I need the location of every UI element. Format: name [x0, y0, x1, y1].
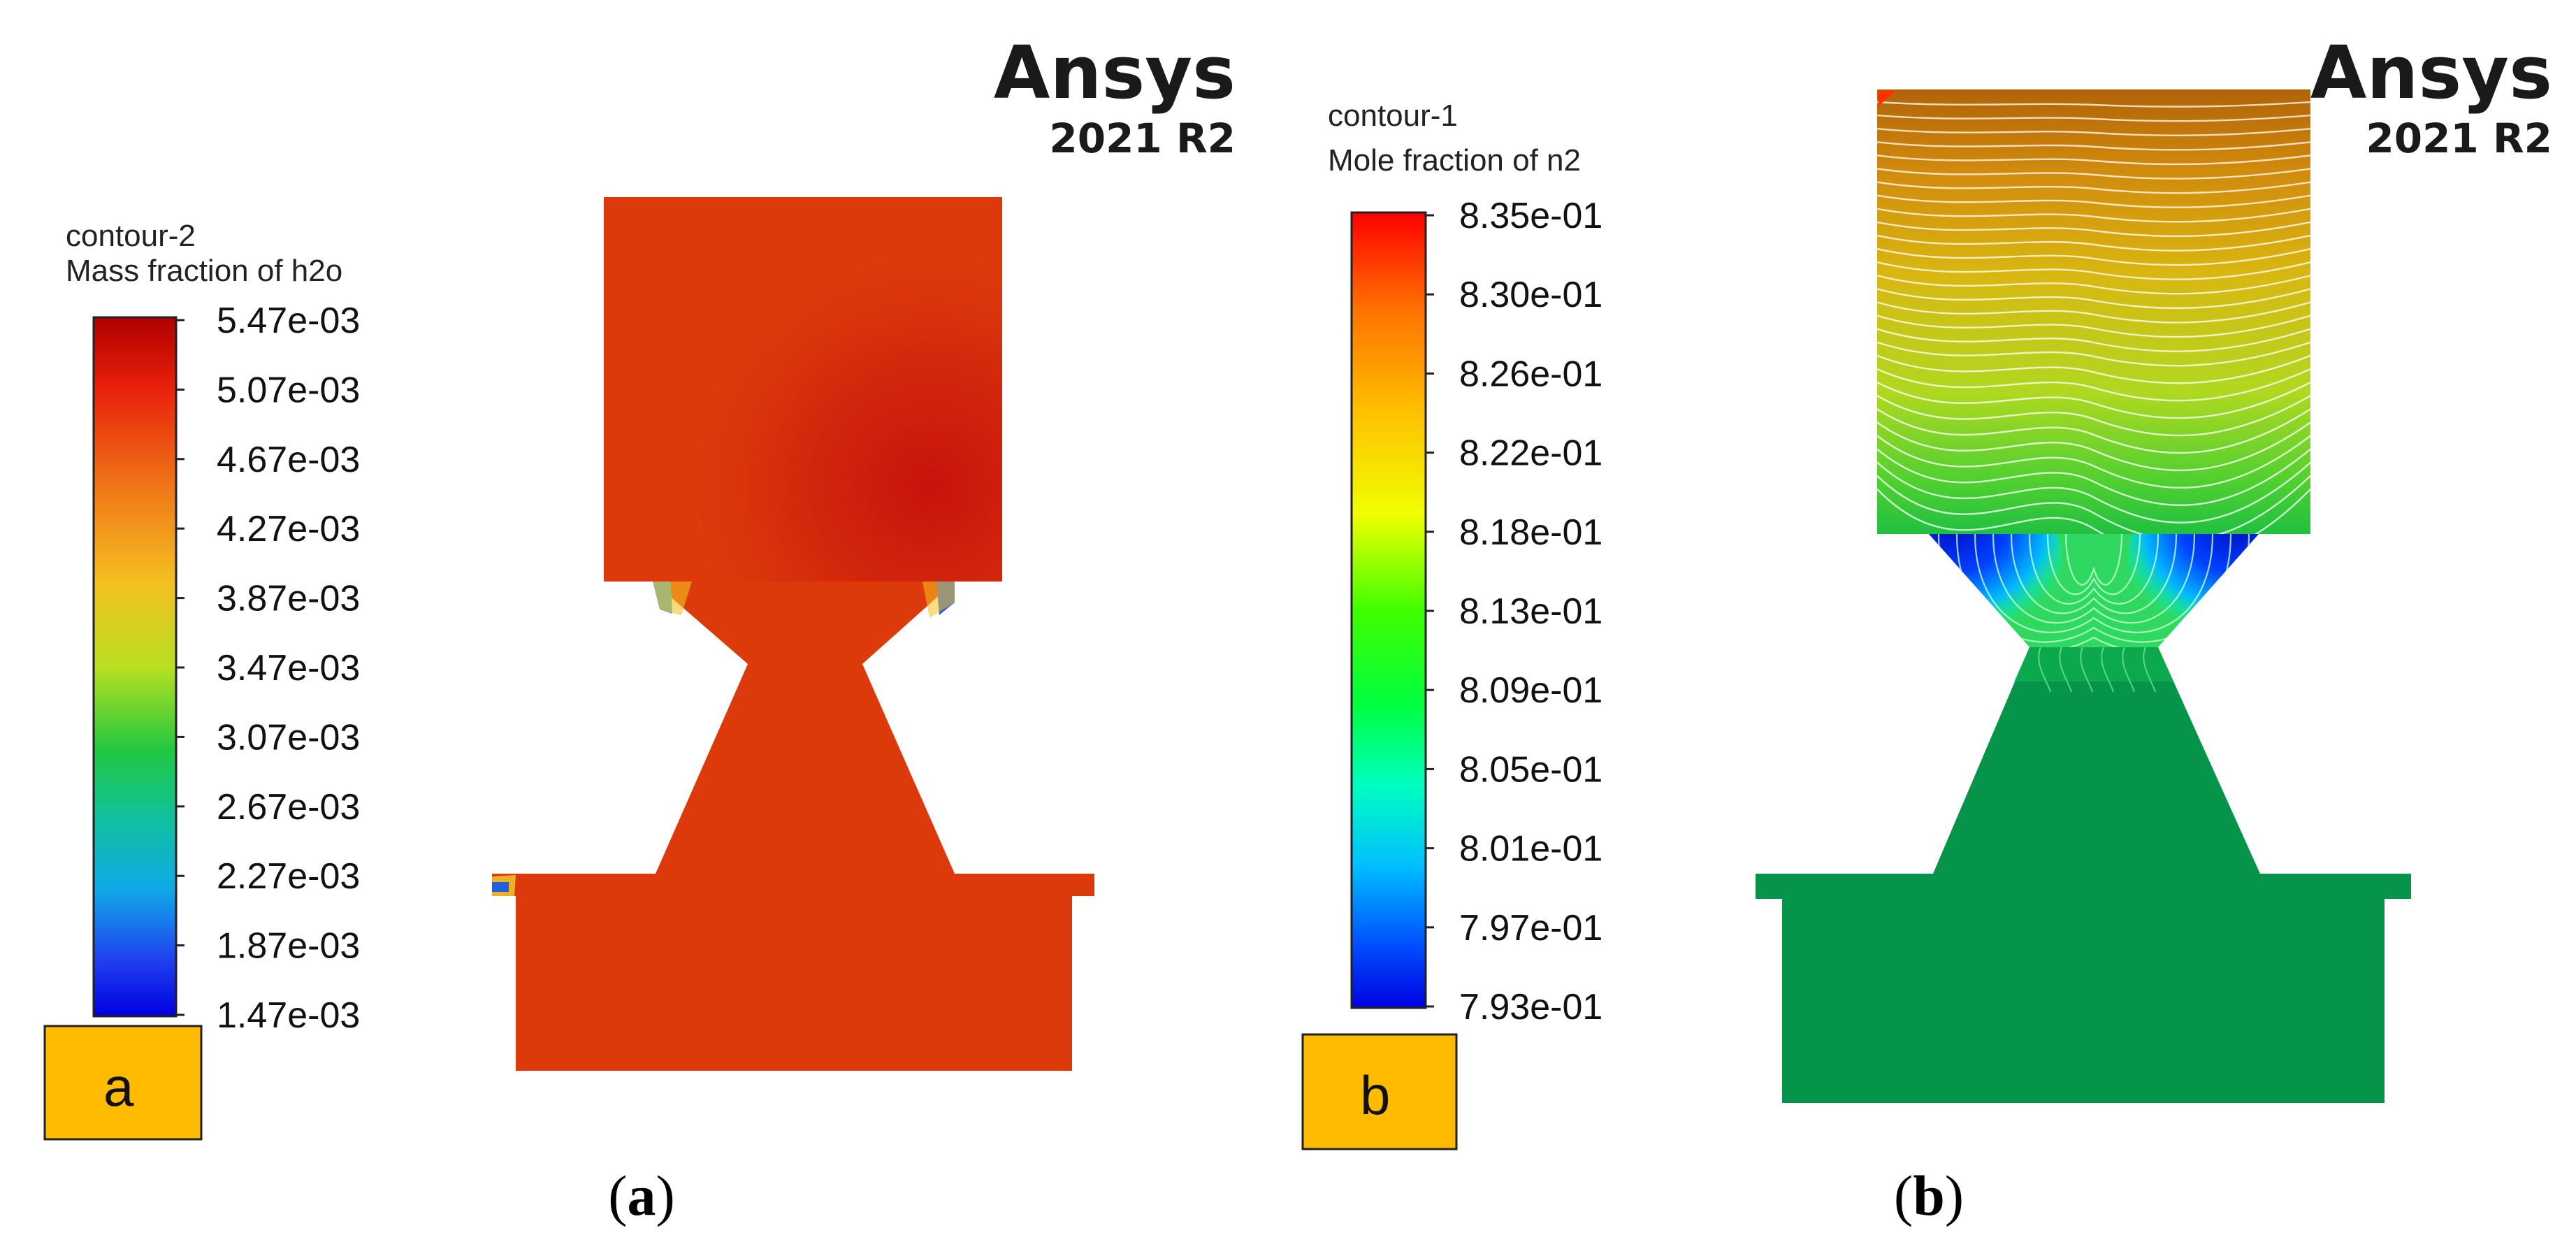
- low-spot-inlet-core: [492, 882, 509, 892]
- scale-label: 8.26e-01: [1459, 354, 1602, 394]
- isoline: [1877, 315, 2310, 338]
- isoline: [1877, 341, 2310, 367]
- panel-tag-box: [1301, 1033, 1458, 1150]
- isoline: [1877, 475, 2310, 534]
- isoline: [2080, 647, 2093, 693]
- scale-label: 8.30e-01: [1459, 275, 1602, 315]
- legend-subtitle: Mass fraction of h2o: [66, 254, 342, 288]
- isoline: [1877, 154, 2310, 166]
- contour-domain: [1756, 89, 2411, 1103]
- isoline: [1877, 395, 2310, 437]
- version-label: 2021 R2: [1049, 115, 1236, 162]
- color-scale-bar: [92, 316, 178, 1018]
- scale-label: 8.05e-01: [1459, 749, 1602, 790]
- scale-label: 3.47e-03: [217, 648, 360, 688]
- lower-body: [1756, 647, 2411, 1103]
- isoline: [1877, 181, 2310, 194]
- scale-label: 8.13e-01: [1459, 591, 1602, 632]
- scale-label: 7.97e-01: [1459, 908, 1602, 948]
- legend-title: contour-1: [1328, 99, 1458, 133]
- panel-b: Ansys 2021 R2 contour-1 Mole fraction of…: [1301, 30, 2552, 1227]
- scale-label: 4.27e-03: [217, 509, 360, 549]
- isoline: [1877, 489, 2310, 534]
- scale-label: 8.09e-01: [1459, 670, 1602, 711]
- color-scale-bar: [1350, 211, 1427, 1009]
- contour-lines: [1877, 101, 2310, 534]
- isoline: [2046, 534, 2141, 595]
- scale-label: 8.01e-01: [1459, 829, 1602, 869]
- low-spot-right-glow: [922, 582, 955, 618]
- panel-tag-label: a: [103, 1056, 134, 1118]
- caption-a: (a): [608, 1164, 675, 1227]
- version-label: 2021 R2: [2366, 115, 2552, 162]
- upper-chamber: [1877, 89, 2310, 534]
- contour-domain: [492, 197, 1094, 1071]
- scale-label: 5.47e-03: [217, 301, 360, 341]
- isoline: [1877, 408, 2310, 454]
- isoline: [1877, 461, 2310, 524]
- isoline: [1877, 234, 2310, 252]
- isoline: [1877, 247, 2310, 266]
- isoline: [1877, 354, 2310, 384]
- isoline: [1877, 261, 2310, 280]
- isoline: [1877, 382, 2310, 419]
- scale-label: 7.93e-01: [1459, 987, 1602, 1027]
- caption-b: (b): [1894, 1164, 1964, 1227]
- scale-label: 3.07e-03: [217, 717, 360, 758]
- throat-transition: [2014, 647, 2173, 681]
- throat-contour-lines: [2038, 647, 2156, 693]
- color-scale-ticks: 5.47e-03 5.07e-03 4.67e-03 4.27e-03 3.87e-03…: [176, 301, 360, 1036]
- corner-hot-spot: [1879, 91, 1895, 106]
- isoline: [1877, 168, 2310, 180]
- isoline: [1877, 221, 2310, 238]
- isoline: [2143, 647, 2156, 693]
- scale-label: 8.18e-01: [1459, 512, 1602, 553]
- scale-label: 2.67e-03: [217, 787, 360, 828]
- scale-label: 4.67e-03: [217, 440, 360, 480]
- scale-label: 8.22e-01: [1459, 433, 1602, 474]
- isoline: [1974, 534, 2214, 633]
- isoline: [1877, 128, 2310, 136]
- isoline: [1877, 435, 2310, 489]
- isoline: [2122, 647, 2135, 693]
- isoline: [2101, 647, 2114, 693]
- scale-label: 1.47e-03: [217, 995, 360, 1036]
- color-scale-ticks: 8.35e-01 8.30e-01 8.26e-01 8.22e-01 8.18e-01…: [1426, 196, 1602, 1027]
- isoline: [2059, 647, 2072, 693]
- panel-tag-label: b: [1360, 1064, 1390, 1126]
- isoline: [1877, 141, 2310, 151]
- isoline: [1877, 421, 2310, 472]
- scale-label: 3.87e-03: [217, 579, 360, 619]
- panel-a: Ansys 2021 R2 contour-2 Mass fraction of…: [43, 30, 1236, 1227]
- scale-label: 8.35e-01: [1459, 196, 1602, 236]
- isoline: [1877, 194, 2310, 208]
- isoline: [1877, 368, 2310, 402]
- isoline: [2064, 534, 2123, 586]
- isoline: [1877, 114, 2310, 122]
- ansys-logo: Ansys: [994, 30, 1236, 115]
- high-concentration-region: [604, 197, 1002, 582]
- isoline: [1992, 534, 2196, 624]
- isoline: [1877, 328, 2310, 352]
- panel-tag-box: [43, 1025, 203, 1141]
- isoline: [1877, 301, 2310, 324]
- isoline: [1877, 275, 2310, 295]
- low-spot-left-glow: [653, 582, 692, 615]
- isoline: [2038, 647, 2051, 693]
- ansys-logo: Ansys: [2310, 30, 2552, 115]
- isoline: [2010, 534, 2178, 614]
- scale-label: 2.27e-03: [217, 856, 360, 897]
- isoline: [1877, 101, 2310, 108]
- legend-subtitle: Mole fraction of n2: [1328, 143, 1581, 178]
- isoline: [2028, 534, 2159, 605]
- isoline: [1877, 448, 2310, 506]
- isoline: [1877, 288, 2310, 310]
- isoline: [1877, 208, 2310, 223]
- scale-label: 1.87e-03: [217, 926, 360, 967]
- legend-title: contour-2: [66, 219, 196, 253]
- scale-label: 5.07e-03: [217, 370, 360, 410]
